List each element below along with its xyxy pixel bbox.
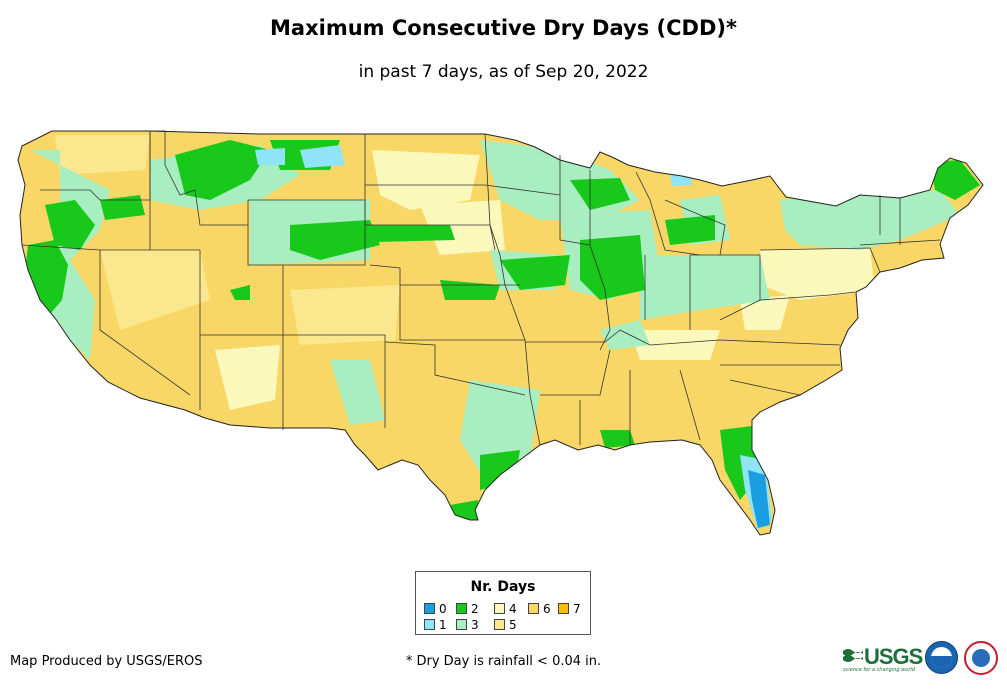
legend-swatch bbox=[424, 603, 435, 614]
legend: Nr. Days 0 1 2 3 4 5 6 7 bbox=[415, 571, 591, 635]
legend-label: 6 bbox=[543, 602, 551, 616]
cdd-0-regions bbox=[748, 470, 770, 528]
legend-label: 3 bbox=[471, 618, 479, 632]
dry-day-regions bbox=[25, 135, 980, 530]
legend-swatch bbox=[528, 603, 539, 614]
legend-swatch bbox=[424, 619, 435, 630]
legend-swatch bbox=[558, 603, 569, 614]
legend-label: 1 bbox=[439, 618, 447, 632]
usgs-wordmark: USGS bbox=[864, 644, 923, 669]
legend-label: 5 bbox=[509, 618, 517, 632]
legend-label: 0 bbox=[439, 602, 447, 616]
legend-label: 2 bbox=[471, 602, 479, 616]
dry-day-note: * Dry Day is rainfall < 0.04 in. bbox=[405, 654, 602, 669]
legend-swatch bbox=[494, 619, 505, 630]
noaa-bird-icon bbox=[931, 647, 952, 668]
state-boundaries bbox=[21, 130, 941, 446]
usgs-wave-icon bbox=[843, 649, 863, 662]
nws-logo bbox=[964, 641, 998, 675]
cdd-5-regions bbox=[55, 135, 400, 345]
map-title: Maximum Consecutive Dry Days (CDD)* bbox=[270, 16, 737, 40]
legend-swatch bbox=[456, 603, 467, 614]
agency-logos: USGS science for a changing world bbox=[843, 640, 1003, 680]
usgs-tagline: science for a changing world bbox=[843, 667, 915, 673]
legend-swatch bbox=[494, 603, 505, 614]
legend-title: Nr. Days bbox=[470, 579, 536, 595]
legend-label: 4 bbox=[509, 602, 517, 616]
credit-text: Map Produced by USGS/EROS bbox=[10, 654, 203, 669]
map-subtitle: in past 7 days, as of Sep 20, 2022 bbox=[358, 62, 649, 82]
legend-label: 7 bbox=[573, 602, 581, 616]
legend-swatch bbox=[456, 619, 467, 630]
usgs-logo: USGS science for a changing world bbox=[843, 644, 923, 674]
nws-emblem-icon bbox=[972, 649, 990, 667]
noaa-logo bbox=[925, 641, 958, 674]
